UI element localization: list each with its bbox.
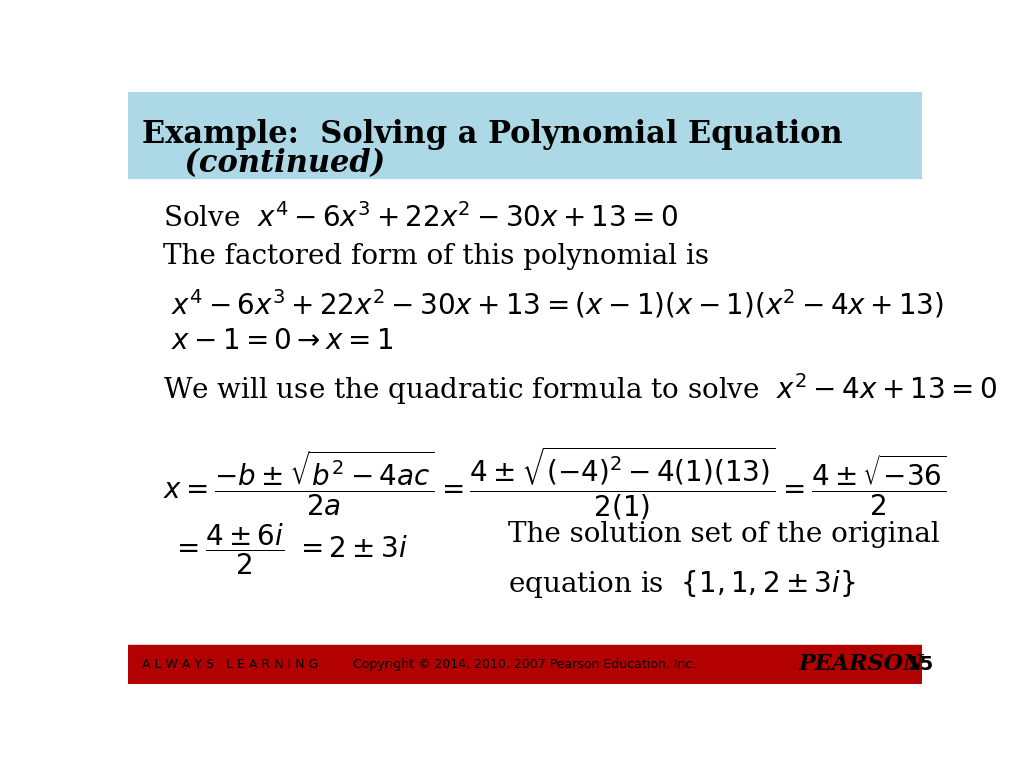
Text: A L W A Y S   L E A R N I N G: A L W A Y S L E A R N I N G xyxy=(142,658,318,670)
Text: $x=\dfrac{-b\pm\sqrt{b^2-4ac}}{2a}=\dfrac{4\pm\sqrt{(-4)^2-4(1)(13)}}{2(1)}=\dfr: $x=\dfrac{-b\pm\sqrt{b^2-4ac}}{2a}=\dfra… xyxy=(163,445,947,521)
Text: Solve  $x^4-6x^3+22x^2-30x+13=0$: Solve $x^4-6x^3+22x^2-30x+13=0$ xyxy=(163,204,678,233)
Text: The solution set of the original
equation is  $\{1,1,2\pm 3i\}$: The solution set of the original equatio… xyxy=(508,521,939,600)
Text: We will use the quadratic formula to solve  $x^2-4x+13=0$: We will use the quadratic formula to sol… xyxy=(163,371,996,407)
Text: 15: 15 xyxy=(907,655,934,674)
Bar xyxy=(128,92,922,178)
Text: $=\dfrac{4\pm 6i}{2}\ =2\pm 3i$: $=\dfrac{4\pm 6i}{2}\ =2\pm 3i$ xyxy=(171,521,408,577)
Bar xyxy=(128,645,922,684)
Text: Copyright © 2014, 2010, 2007 Pearson Education, Inc.: Copyright © 2014, 2010, 2007 Pearson Edu… xyxy=(353,658,696,670)
Text: $x^4-6x^3+22x^2-30x+13=(x-1)(x-1)(x^2-4x+13)$: $x^4-6x^3+22x^2-30x+13=(x-1)(x-1)(x^2-4x… xyxy=(171,288,943,321)
Text: $x-1=0\rightarrow x=1$: $x-1=0\rightarrow x=1$ xyxy=(171,328,393,355)
Text: The factored form of this polynomial is: The factored form of this polynomial is xyxy=(163,243,709,270)
Text: Example:  Solving a Polynomial Equation: Example: Solving a Polynomial Equation xyxy=(142,119,843,150)
Text: (continued): (continued) xyxy=(142,147,385,179)
Text: PEARSON: PEARSON xyxy=(799,654,924,675)
